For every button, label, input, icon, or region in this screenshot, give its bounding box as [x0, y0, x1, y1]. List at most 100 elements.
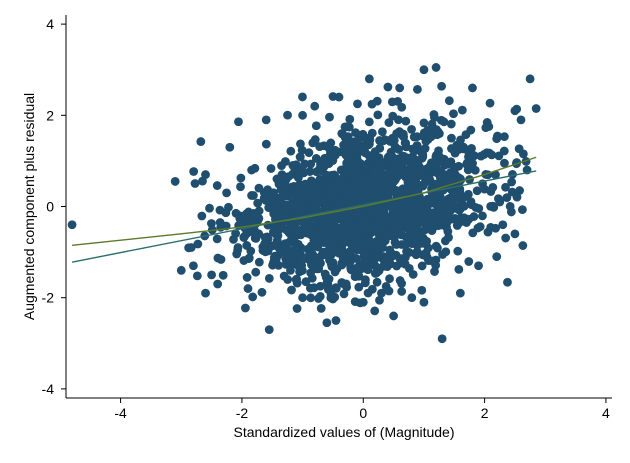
scatter-point	[299, 167, 309, 177]
scatter-point	[364, 238, 374, 248]
scatter-point	[377, 288, 386, 298]
scatter-point	[447, 214, 457, 224]
scatter-point	[325, 112, 334, 122]
scatter-point	[176, 265, 186, 275]
scatter-point	[470, 165, 480, 175]
scatter-point	[373, 110, 383, 120]
scatter-point	[294, 209, 304, 218]
x-tick-label: -4	[114, 405, 127, 421]
fit-lines	[71, 156, 537, 263]
scatter-point	[420, 225, 429, 235]
scatter-point	[198, 176, 207, 186]
scatter-point	[512, 192, 522, 202]
scatter-point	[311, 154, 321, 163]
scatter-point	[446, 119, 456, 129]
scatter-point	[400, 259, 410, 269]
scatter-point	[193, 239, 203, 249]
scatter-point	[335, 175, 345, 185]
scatter-point	[313, 262, 323, 272]
scatter-point	[400, 138, 410, 148]
scatter-point	[201, 170, 210, 179]
scatter-point	[275, 222, 285, 232]
scatter-point	[370, 306, 380, 316]
scatter-point	[460, 192, 470, 202]
scatter-point	[351, 128, 360, 138]
scatter-point	[261, 139, 271, 149]
scatter-point	[319, 141, 329, 151]
scatter-point	[316, 303, 326, 313]
scatter-point	[394, 145, 404, 154]
scatter-point	[331, 316, 341, 325]
scatter-point	[283, 238, 293, 248]
scatter-point	[250, 229, 260, 239]
scatter-point	[411, 250, 421, 260]
scatter-point	[283, 110, 292, 120]
scatter-point	[408, 154, 418, 163]
scatter-point	[320, 269, 330, 279]
scatter-point	[250, 163, 260, 173]
scatter-point	[362, 221, 372, 231]
scatter-point	[336, 196, 346, 206]
scatter-point	[437, 81, 446, 91]
scatter-point	[341, 132, 351, 142]
scatter-point	[236, 173, 246, 183]
scatter-point	[433, 221, 443, 230]
x-tick-label: -2	[236, 405, 249, 421]
scatter-point	[344, 122, 354, 132]
scatter-point	[306, 268, 316, 278]
scatter-point	[383, 178, 393, 188]
scatter-point	[314, 294, 323, 303]
scatter-point	[395, 223, 405, 233]
scatter-point	[212, 181, 222, 190]
scatter-point	[261, 196, 271, 205]
scatter-point	[364, 151, 374, 160]
scatter-point	[264, 325, 274, 335]
scatter-point	[364, 74, 374, 84]
scatter-point	[233, 243, 243, 252]
scatter-point	[330, 292, 340, 302]
scatter-point	[322, 318, 332, 328]
scatter-point	[279, 271, 289, 281]
scatter-point	[413, 84, 422, 94]
scatter-point	[290, 238, 300, 248]
scatter-point	[298, 110, 307, 120]
scatter-point	[417, 285, 427, 295]
scatter-point	[397, 187, 407, 197]
scatter-point	[492, 134, 502, 144]
scatter-point	[447, 144, 456, 153]
scatter-point	[310, 101, 320, 111]
scatter-point	[488, 182, 498, 192]
scatter-point	[402, 246, 411, 256]
scatter-point	[387, 97, 397, 107]
scatter-point	[326, 259, 336, 269]
scatter-point	[385, 274, 394, 284]
scatter-point	[498, 220, 508, 230]
scatter-point	[437, 334, 447, 344]
scatter-point	[354, 227, 364, 237]
scatter-point	[213, 279, 223, 289]
scatter-point	[394, 115, 403, 125]
scatter-point	[190, 179, 200, 188]
scatter-point	[501, 182, 510, 192]
scatter-point	[218, 270, 228, 280]
scatter-point	[381, 212, 391, 222]
scatter-point	[454, 264, 464, 274]
scatter-point	[305, 223, 315, 233]
scatter-point	[378, 243, 387, 253]
scatter-point	[484, 122, 494, 131]
scatter-point	[407, 124, 416, 134]
scatter-point	[441, 247, 451, 257]
scatter-point	[376, 187, 386, 197]
scatter-point	[301, 277, 311, 287]
scatter-point	[383, 82, 393, 92]
scatter-point	[338, 253, 348, 263]
scatter-point	[472, 186, 482, 196]
scatter-point	[277, 247, 287, 257]
scatter-point	[468, 83, 477, 93]
scatter-point	[260, 233, 270, 242]
scatter-point	[384, 286, 394, 296]
scatter-point	[170, 177, 180, 186]
scatter-point	[346, 219, 356, 229]
scatter-point	[297, 145, 307, 155]
